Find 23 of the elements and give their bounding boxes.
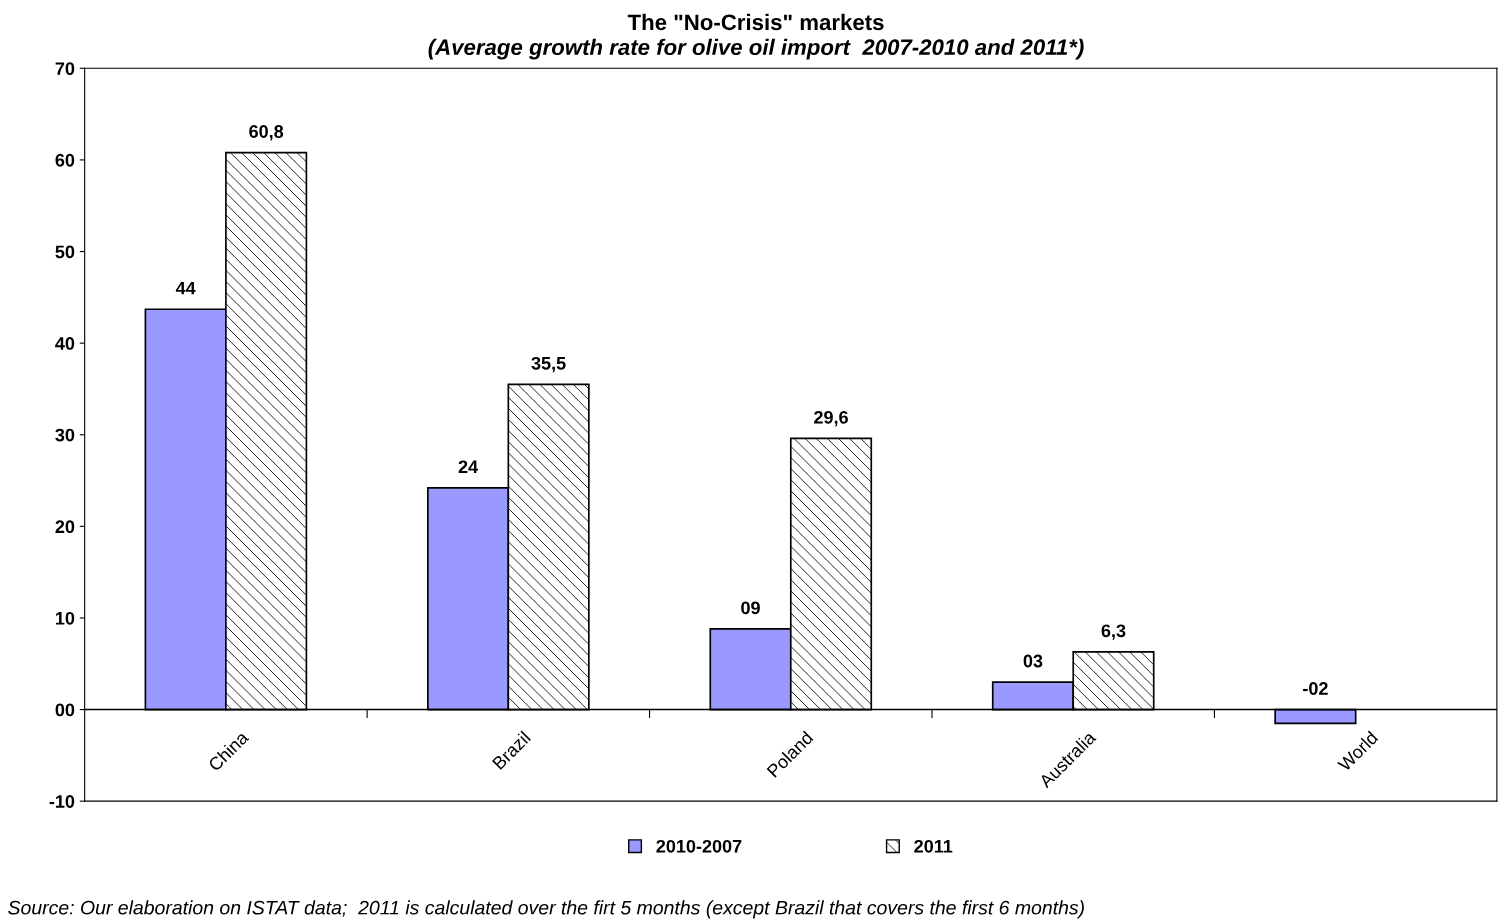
data-label: 24 — [458, 460, 479, 474]
data-label: 09 — [741, 601, 760, 615]
y-tick-label: 60 — [55, 153, 75, 167]
data-label: 6,3 — [1101, 624, 1126, 640]
chart-subtitle: (Average growth rate for olive oil import 2007-2010 and 2011*) — [428, 38, 1084, 60]
data-label: 03 — [1023, 654, 1043, 668]
y-tick-label: 30 — [55, 428, 75, 442]
y-tick-label: -10 — [49, 795, 75, 808]
data-label: 35,5 — [531, 356, 566, 373]
source-note: Source: Our elaboration on ISTAT data; 2011 is calculated over the firt 5 months (except Brazil that covers the first 6 months) — [8, 900, 1084, 919]
legend-label: 2011 — [914, 839, 953, 853]
y-tick-label: 10 — [56, 611, 75, 625]
y-tick-label: 50 — [55, 245, 75, 259]
data-label: 29,6 — [814, 410, 848, 427]
y-tick-label: 40 — [55, 337, 75, 350]
y-tick-label: 70 — [55, 62, 75, 76]
y-tick-label: 20 — [55, 520, 75, 534]
data-label: 60,8 — [249, 125, 284, 141]
chart-title: The "No-Crisis" markets — [627, 13, 884, 31]
data-label: -02 — [1303, 682, 1328, 695]
y-tick-label: 00 — [55, 703, 75, 717]
data-label: 44 — [175, 281, 196, 295]
legend-label: 2010-2007 — [656, 839, 742, 853]
